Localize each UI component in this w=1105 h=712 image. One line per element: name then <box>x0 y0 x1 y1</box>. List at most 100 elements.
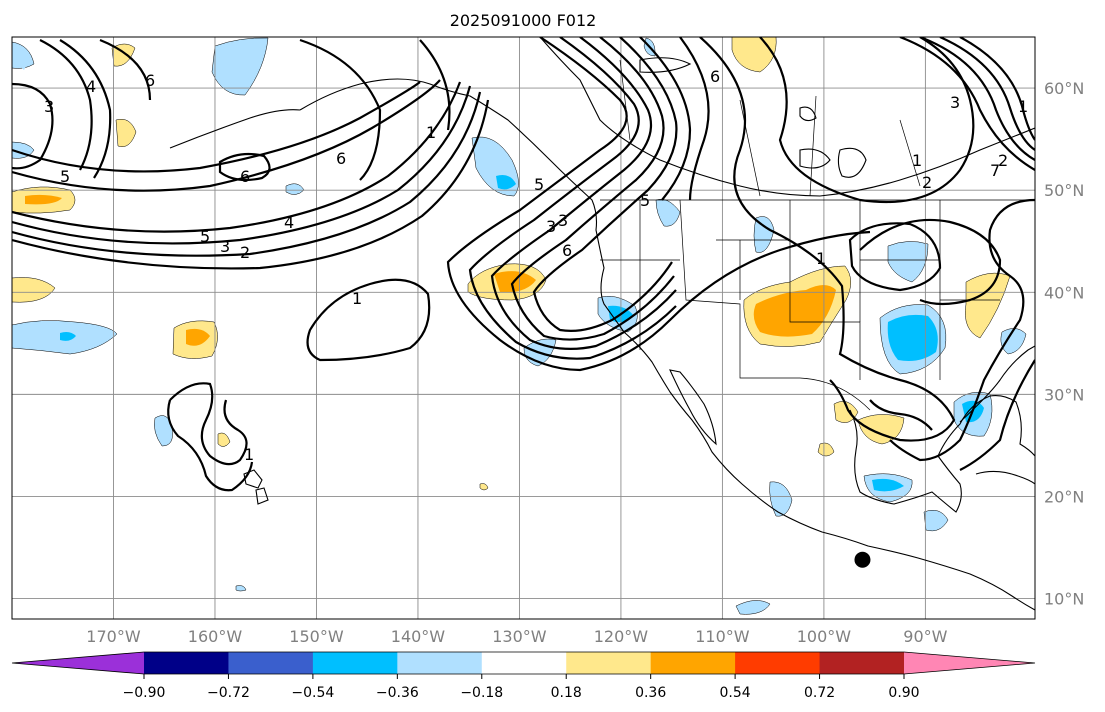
positive-area <box>217 432 231 447</box>
lon-label: 120°W <box>594 627 649 646</box>
province-borders <box>619 59 921 197</box>
contour-label: 3 <box>950 93 960 112</box>
negative-area <box>211 37 269 96</box>
latitude-labels: 60°N 50°N 40°N 30°N 20°N 10°N <box>1044 79 1084 609</box>
colorbar <box>11 651 1036 679</box>
contour-line <box>859 218 1002 306</box>
lon-label: 100°W <box>797 627 852 646</box>
contour-line <box>12 82 54 170</box>
contour-line <box>169 382 248 466</box>
contour-line <box>939 37 1035 151</box>
contour-label: 7 <box>990 161 1000 180</box>
colorbar-tick-label: 0.54 <box>720 685 751 701</box>
colorbar-tick-label: −0.18 <box>460 685 503 701</box>
lat-label: 30°N <box>1044 385 1084 404</box>
contour-label: 6 <box>145 71 155 90</box>
colorbar-segment <box>397 652 483 674</box>
contour-label: 3 <box>546 217 556 236</box>
lat-label: 40°N <box>1044 283 1084 302</box>
contour-label: 6 <box>336 149 346 168</box>
contour-line <box>510 37 675 341</box>
contour-label: 5 <box>60 167 70 186</box>
contour-line <box>889 198 1035 462</box>
colorbar-segment <box>312 652 398 674</box>
contour-label: 5 <box>640 191 650 210</box>
east-coastline <box>959 345 1035 423</box>
hawaii <box>243 469 263 489</box>
colorbar-segment <box>819 652 905 674</box>
contour-label: 3 <box>220 237 230 256</box>
colorbar-tick-label: 0.36 <box>635 685 666 701</box>
colorbar-segment <box>650 652 736 674</box>
contour-label: 4 <box>86 77 96 96</box>
contour-line <box>869 399 933 431</box>
colorbar-tick-label: 0.90 <box>888 685 919 701</box>
negative-core <box>60 332 76 341</box>
contour-label: 1 <box>816 249 826 268</box>
contour-line <box>12 85 472 245</box>
contour-line <box>99 38 152 101</box>
baja-california <box>669 369 717 446</box>
contour-line <box>59 39 112 179</box>
lat-label: 10°N <box>1044 590 1084 609</box>
contour-line <box>899 37 1035 171</box>
negative-area <box>923 510 949 532</box>
contour-line <box>532 37 678 332</box>
contour-label: 2 <box>998 151 1008 170</box>
colorbar-labels: −0.90 −0.72 −0.54 −0.36 −0.18 0.18 0.36 … <box>123 685 920 701</box>
positive-core <box>186 328 210 346</box>
contour-lines <box>12 37 1035 492</box>
gulf-coastline <box>849 395 1035 513</box>
colorbar-tick-label: 0.72 <box>804 685 835 701</box>
contour-line <box>12 91 482 257</box>
contour-label: 2 <box>240 243 250 262</box>
contour-line <box>218 152 271 182</box>
contour-line <box>699 37 956 442</box>
black-dot-marker <box>854 551 871 568</box>
positive-area <box>965 272 1011 339</box>
negative-area <box>753 216 775 253</box>
colorbar-extend-max <box>904 652 1035 674</box>
contour-line <box>167 399 254 492</box>
cuba <box>975 470 1035 485</box>
lat-label: 60°N <box>1044 79 1084 98</box>
positive-core <box>753 285 836 337</box>
contour-line <box>959 37 1035 141</box>
colorbar-tick-label: −0.90 <box>123 685 166 701</box>
negative-core <box>872 478 904 492</box>
negative-area <box>735 600 771 615</box>
contour-line <box>759 37 975 204</box>
state-borders <box>600 200 741 350</box>
contour-labels: 3 4 5 6 6 5 4 3 2 6 1 1 1 6 5 3 3 6 5 1 … <box>44 67 1028 464</box>
lon-label: 170°W <box>86 627 141 646</box>
negative-area <box>655 199 681 227</box>
lon-label: 140°W <box>391 627 446 646</box>
colorbar-extend-min <box>12 652 144 674</box>
contour-line <box>468 37 677 360</box>
contour-label: 1 <box>244 445 254 464</box>
negative-area <box>154 415 173 447</box>
contour-label: 1 <box>1018 97 1028 116</box>
colorbar-tick-label: 0.18 <box>551 685 582 701</box>
contour-line <box>639 37 692 201</box>
lon-label: 110°W <box>695 627 750 646</box>
state-borders <box>789 200 1000 380</box>
negative-core <box>496 175 516 190</box>
colorbar-tick-label: −0.72 <box>207 685 250 701</box>
contour-line <box>12 79 441 192</box>
state-borders <box>679 199 871 411</box>
contour-label: 3 <box>558 211 568 230</box>
political-borders <box>600 59 1035 411</box>
contour-label: 6 <box>562 241 572 260</box>
map-frame <box>11 36 1036 620</box>
island <box>799 148 831 169</box>
positive-area <box>12 277 56 303</box>
contour-line <box>306 278 431 362</box>
contour-line <box>446 37 871 372</box>
contour-line <box>12 99 490 270</box>
island <box>837 147 867 178</box>
state-borders <box>716 239 861 380</box>
contour-label: 6 <box>710 67 720 86</box>
positive-area <box>731 37 777 73</box>
